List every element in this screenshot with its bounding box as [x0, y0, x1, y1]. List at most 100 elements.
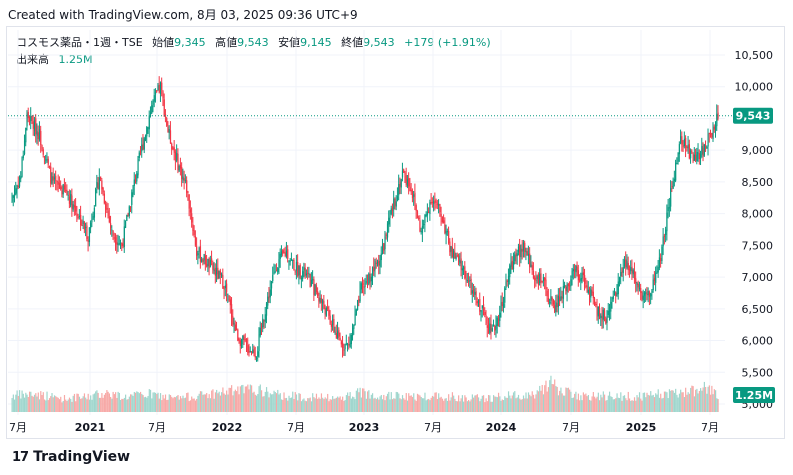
volume-bar [25, 392, 27, 412]
candle-body [384, 236, 386, 250]
tradingview-brand[interactable]: 17 TradingView [12, 449, 130, 465]
volume-bar [530, 396, 532, 412]
volume-bar [671, 390, 673, 412]
volume-bar [522, 395, 525, 412]
candle-body [655, 272, 657, 283]
candle-body [529, 253, 531, 268]
low-value: 9,145 [300, 36, 332, 49]
volume-bar [458, 395, 460, 412]
candle-body [459, 260, 461, 264]
candle-body [288, 260, 290, 262]
volume-bar [646, 392, 648, 412]
volume-bar [710, 394, 712, 412]
volume-bar [398, 393, 400, 412]
candle-body [628, 269, 631, 271]
volume-bar [465, 397, 467, 412]
volume-bar [300, 401, 303, 412]
candle-body [449, 241, 451, 253]
volume-bar [615, 398, 617, 412]
volume-bar [250, 385, 253, 412]
volume-bar [244, 386, 246, 412]
volume-bar [263, 396, 265, 412]
candle-body [526, 250, 528, 256]
volume-bar [33, 394, 36, 412]
candle-body [404, 173, 406, 175]
volume-bar [103, 394, 106, 412]
candle-body [579, 278, 581, 281]
volume-bar [149, 389, 152, 412]
volume-bar [279, 393, 281, 412]
symbol-label[interactable]: コスモス薬品・1週・TSE [16, 36, 143, 49]
candle-body [318, 297, 320, 302]
candle-body [546, 290, 548, 297]
volume-bar [65, 399, 67, 412]
volume-bar [660, 393, 662, 412]
candle-body [347, 344, 349, 346]
candle-body [434, 200, 436, 203]
candle-body [647, 290, 649, 296]
volume-bar [378, 399, 380, 412]
volume-bar [238, 394, 240, 412]
candle-body [594, 298, 596, 306]
volume-bar [153, 392, 155, 412]
volume-bar [570, 391, 572, 412]
volume-bar [56, 397, 58, 412]
candle-body [691, 150, 693, 153]
candle-body [688, 144, 691, 159]
volume-bar [415, 400, 417, 412]
candle-body [473, 289, 475, 294]
volume-bar [343, 400, 345, 412]
volume-bar [233, 391, 235, 412]
candle-body [197, 253, 199, 255]
candle-body [23, 140, 26, 155]
candle-body [181, 167, 183, 180]
volume-bar [531, 391, 533, 412]
candle-body [495, 324, 497, 330]
candle-body [365, 281, 367, 283]
candle-body [16, 185, 18, 190]
volume-bar [46, 391, 48, 412]
candle-body [441, 217, 444, 223]
volume-bar [325, 398, 328, 412]
candle-body [46, 159, 48, 161]
volume-bar [491, 401, 493, 412]
volume-bar [470, 399, 472, 412]
volume-bar [703, 381, 705, 412]
volume-bar [344, 399, 346, 412]
candle-body [408, 178, 410, 187]
volume-bar [708, 385, 710, 412]
volume-bar [101, 393, 103, 412]
candle-body [687, 144, 689, 149]
candle-body [379, 259, 381, 267]
candle-body [169, 130, 172, 144]
volume-bar [661, 398, 663, 412]
candle-body [480, 310, 482, 313]
volume-bar [63, 395, 66, 412]
candle-body [665, 229, 667, 236]
candle-body [143, 138, 145, 150]
volume-bar [418, 394, 420, 412]
y-tick-label: 7,000 [742, 271, 774, 284]
candle-body [575, 265, 577, 273]
x-tick-label: 2022 [212, 421, 243, 434]
volume-bar [202, 394, 204, 412]
candle-body [63, 185, 66, 190]
volume-bar [216, 389, 218, 412]
volume-label[interactable]: 出来高 [16, 53, 49, 66]
volume-bar [478, 397, 480, 412]
candle-body [218, 271, 220, 279]
volume-bar [545, 380, 547, 412]
volume-bar [559, 390, 561, 412]
volume-bar [706, 393, 708, 412]
volume-bar [253, 391, 255, 412]
volume-bar [625, 398, 627, 412]
volume-bar [369, 398, 371, 412]
candle-body [717, 112, 719, 119]
candle-body [102, 187, 104, 193]
volume-bar [355, 390, 357, 412]
candle-body [125, 221, 127, 228]
candle-body [522, 242, 525, 251]
volume-bar [72, 395, 74, 412]
candle-body [211, 258, 213, 262]
